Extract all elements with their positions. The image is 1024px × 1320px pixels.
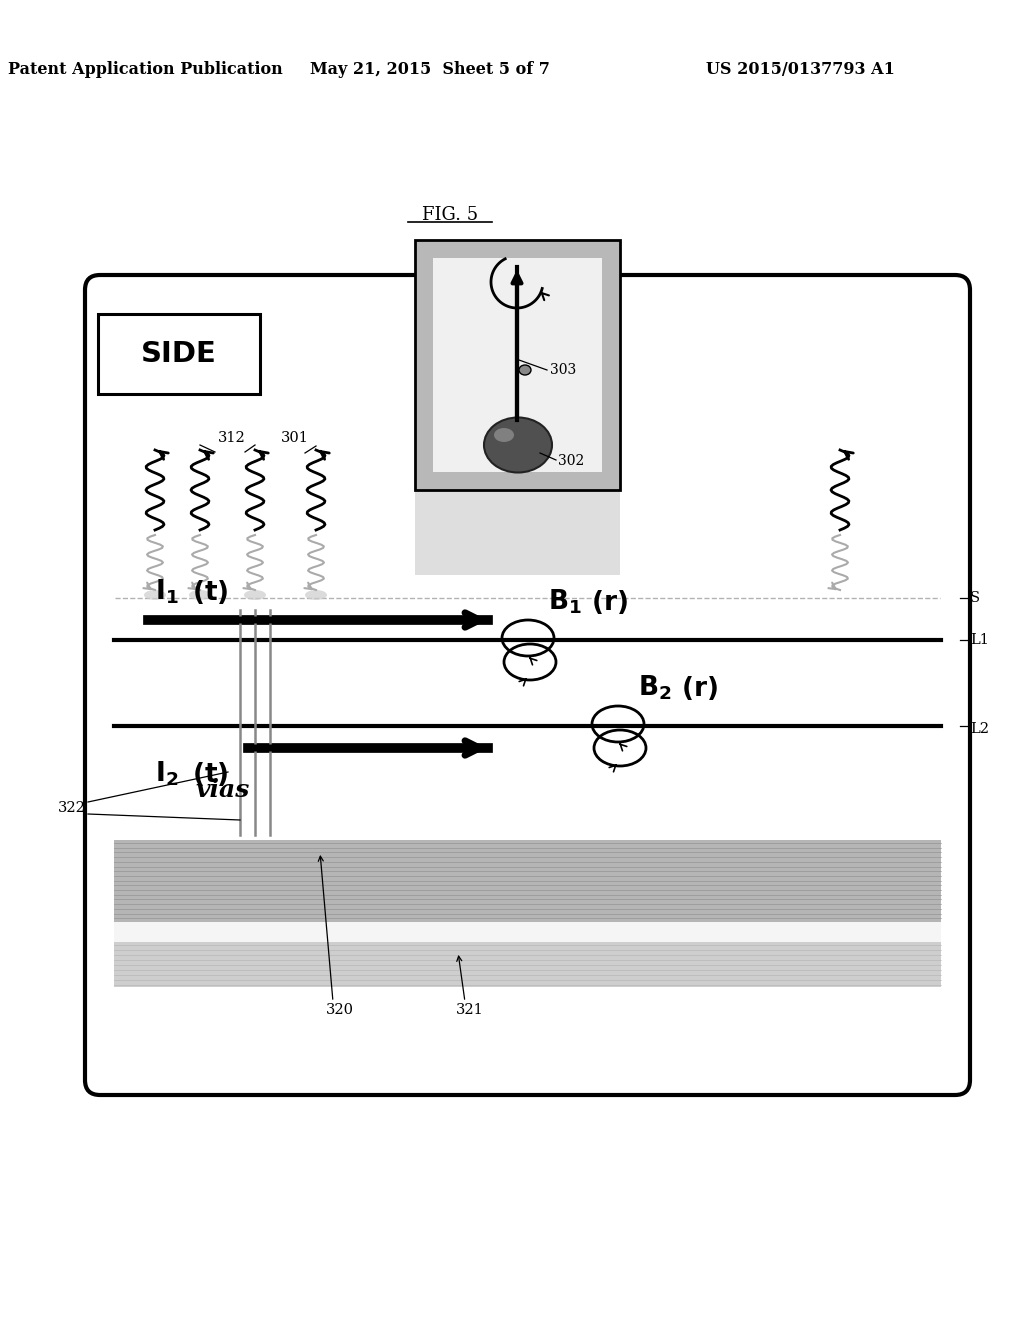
Bar <box>415 240 620 490</box>
Text: $\mathbf{B_1}$: $\mathbf{B_1}$ <box>548 587 582 616</box>
Text: 322: 322 <box>58 801 86 814</box>
Bar <box>433 257 602 473</box>
Bar <box>114 921 941 942</box>
Ellipse shape <box>484 417 552 473</box>
Text: $\mathbf{(t)}$: $\mathbf{(t)}$ <box>193 760 228 788</box>
Text: US 2015/0137793 A1: US 2015/0137793 A1 <box>706 62 894 78</box>
Ellipse shape <box>244 590 266 601</box>
FancyBboxPatch shape <box>85 275 970 1096</box>
Text: L2: L2 <box>970 722 989 737</box>
Ellipse shape <box>494 428 514 442</box>
Ellipse shape <box>519 366 531 375</box>
Text: SIDE: SIDE <box>141 341 217 368</box>
Bar <box>415 305 620 576</box>
Text: Patent Application Publication: Patent Application Publication <box>7 62 283 78</box>
FancyBboxPatch shape <box>98 314 260 393</box>
Text: 320: 320 <box>326 1003 354 1016</box>
Text: FIG. 5: FIG. 5 <box>422 206 478 224</box>
Text: S: S <box>970 591 980 605</box>
Text: 321: 321 <box>456 1003 484 1016</box>
Text: May 21, 2015  Sheet 5 of 7: May 21, 2015 Sheet 5 of 7 <box>310 62 550 78</box>
Ellipse shape <box>305 590 327 601</box>
Text: L1: L1 <box>970 634 989 647</box>
Text: vias: vias <box>195 777 250 803</box>
Bar <box>114 840 941 921</box>
Text: $\mathbf{(t)}$: $\mathbf{(t)}$ <box>193 578 228 606</box>
Text: 312: 312 <box>218 432 246 445</box>
Text: 302: 302 <box>558 454 585 469</box>
Text: $\mathbf{I_2}$: $\mathbf{I_2}$ <box>155 760 178 788</box>
Text: 303: 303 <box>550 363 577 378</box>
Text: 301: 301 <box>281 432 309 445</box>
Text: $\mathbf{I_1}$: $\mathbf{I_1}$ <box>155 578 178 606</box>
Bar <box>114 942 941 987</box>
Ellipse shape <box>189 590 211 601</box>
Ellipse shape <box>144 590 166 601</box>
Text: $\mathbf{(r)}$: $\mathbf{(r)}$ <box>681 675 718 702</box>
Text: $\mathbf{(r)}$: $\mathbf{(r)}$ <box>591 587 628 616</box>
Text: $\mathbf{B_2}$: $\mathbf{B_2}$ <box>638 673 672 702</box>
